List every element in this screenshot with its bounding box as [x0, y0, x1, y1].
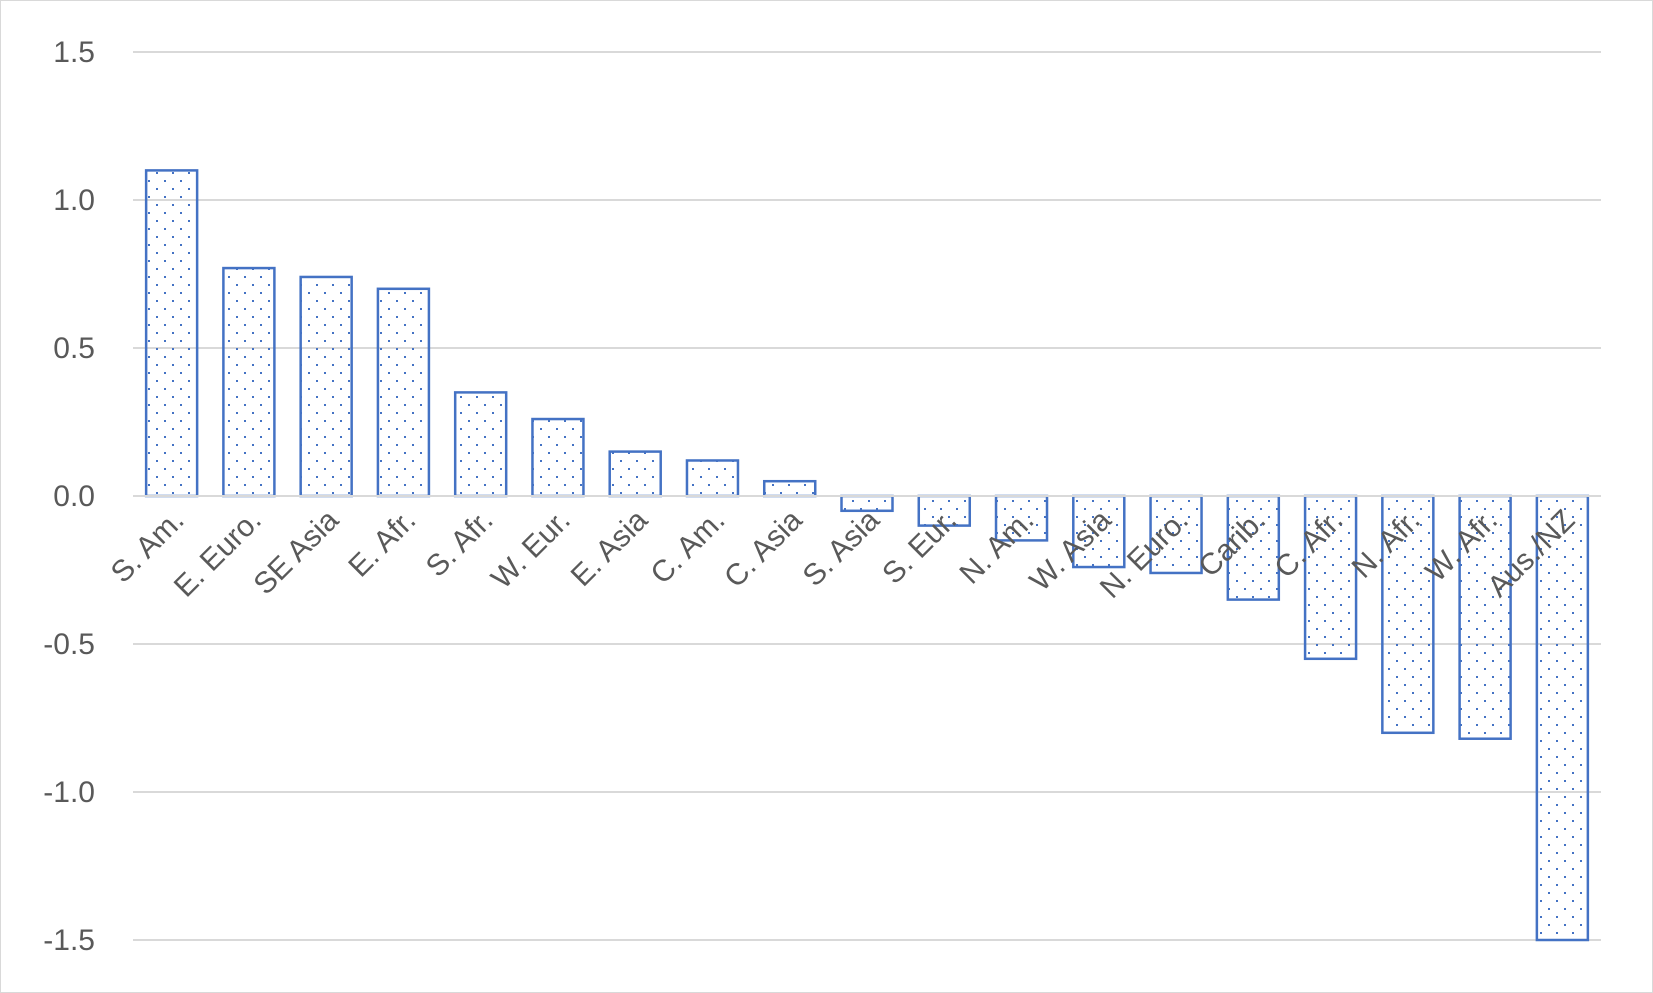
bar	[1535, 494, 1590, 942]
category-label: SE Asia	[247, 503, 345, 601]
bar	[685, 459, 740, 498]
bar	[453, 391, 508, 498]
bars	[144, 169, 1590, 942]
category-label: E. Euro.	[168, 504, 268, 604]
bar	[994, 494, 1049, 542]
bar	[376, 287, 431, 498]
y-axis-tick-labels: 1.5 1.0 0.5 0.0 -0.5 -1.0 -1.5	[43, 36, 95, 957]
bar	[222, 266, 276, 498]
bar	[917, 494, 972, 527]
y-tick-label: 1.5	[53, 36, 95, 69]
category-label: E. Afr.	[342, 504, 422, 584]
y-tick-label: 0.0	[53, 480, 95, 513]
bar	[1381, 494, 1435, 735]
bar	[608, 450, 662, 498]
bar	[1149, 494, 1203, 575]
bar	[1303, 494, 1358, 661]
category-label: W. Eur.	[485, 504, 577, 596]
category-label: C. Asia	[718, 503, 809, 594]
category-label: S. Asia	[797, 503, 887, 593]
y-tick-label: 0.5	[53, 332, 95, 365]
bar	[299, 275, 353, 498]
category-label: E. Asia	[565, 503, 655, 593]
y-tick-label: -0.5	[43, 628, 95, 661]
bar	[1458, 494, 1512, 740]
category-label: C. Am.	[644, 504, 731, 591]
bar	[144, 169, 199, 498]
bar	[531, 417, 585, 498]
y-tick-label: -1.0	[43, 776, 95, 809]
y-tick-label: -1.5	[43, 924, 95, 957]
y-tick-label: 1.0	[53, 184, 95, 217]
bar	[762, 479, 817, 498]
bar	[1226, 494, 1281, 601]
